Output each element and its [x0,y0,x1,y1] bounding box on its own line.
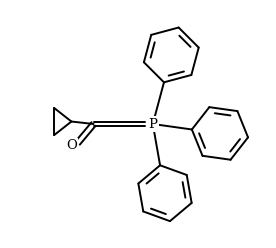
Text: P: P [148,118,157,130]
Text: O: O [66,139,77,152]
